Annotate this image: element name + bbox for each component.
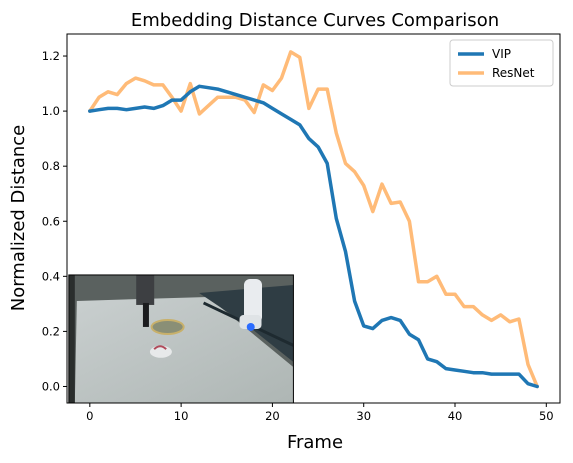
chart-title: Embedding Distance Curves Comparison xyxy=(131,10,499,31)
y-tick-label: 0.4 xyxy=(42,269,60,283)
series-line-vip xyxy=(88,84,539,389)
x-tick-label: 0 xyxy=(86,409,93,423)
x-axis-label: Frame xyxy=(287,432,343,453)
y-tick-label: 1.2 xyxy=(42,49,60,63)
x-tick-label: 30 xyxy=(356,409,371,423)
plot-area-frame xyxy=(66,33,561,404)
x-tick-label: 10 xyxy=(174,409,189,423)
y-tick-label: 0.0 xyxy=(42,379,60,393)
robot-scene-photo xyxy=(68,274,294,404)
y-axis-label: Normalized Distance xyxy=(8,125,29,312)
series-layer xyxy=(88,50,539,389)
y-tick-label: 0.6 xyxy=(42,214,60,228)
legend-label-resnet: ResNet xyxy=(492,66,535,80)
y-axis: 0.0 0.2 0.4 0.6 0.8 1.0 1.2 xyxy=(42,49,67,393)
series-line-resnet xyxy=(88,50,539,389)
legend-label-vip: VIP xyxy=(492,47,511,61)
y-tick-label: 1.0 xyxy=(42,104,60,118)
x-axis: 0 10 20 30 40 50 xyxy=(86,403,554,423)
x-tick-label: 40 xyxy=(448,409,463,423)
y-tick-label: 0.2 xyxy=(42,324,60,338)
x-tick-label: 50 xyxy=(539,409,554,423)
y-tick-label: 0.8 xyxy=(42,159,60,173)
legend: VIP ResNet xyxy=(449,39,554,87)
x-tick-label: 20 xyxy=(265,409,280,423)
